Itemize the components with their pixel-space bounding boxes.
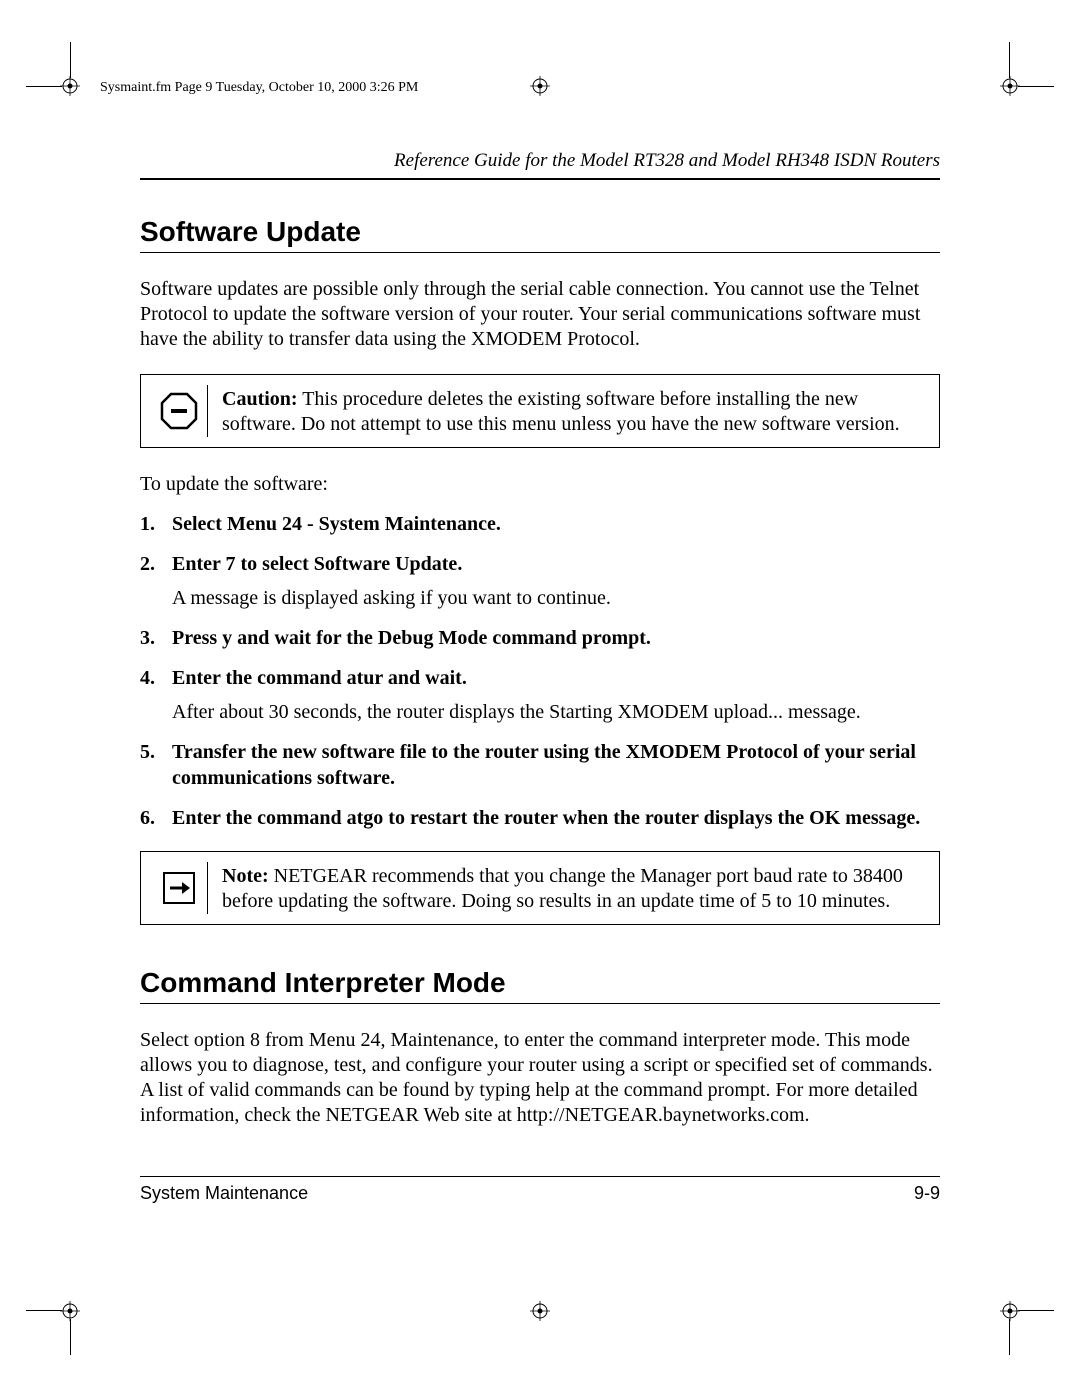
- step-text: Press y and wait for the Debug Mode comm…: [172, 627, 651, 649]
- intro-paragraph: Software updates are possible only throu…: [140, 277, 940, 352]
- section-rule: [140, 1003, 940, 1004]
- note-box: Note: NETGEAR recommends that you change…: [140, 851, 940, 925]
- step-item: Press y and wait for the Debug Mode comm…: [140, 625, 940, 651]
- crop-mark-icon: [60, 1301, 80, 1321]
- lead-in-text: To update the software:: [140, 472, 940, 497]
- section-heading-software-update: Software Update: [140, 216, 940, 248]
- footer-page-number: 9-9: [914, 1183, 940, 1204]
- page-content: Reference Guide for the Model RT328 and …: [140, 150, 940, 1204]
- header-rule: [140, 178, 940, 180]
- crop-mark-icon: [1000, 1301, 1020, 1321]
- caution-text: Caution: This procedure deletes the exis…: [222, 385, 925, 437]
- crop-line: [1009, 42, 1010, 78]
- step-subtext: After about 30 seconds, the router displ…: [172, 699, 940, 725]
- running-head: Reference Guide for the Model RT328 and …: [140, 150, 940, 172]
- page: Sysmaint.fm Page 9 Tuesday, October 10, …: [0, 0, 1080, 1397]
- crop-line: [1009, 1319, 1010, 1355]
- step-item: Select Menu 24 - System Maintenance.: [140, 511, 940, 537]
- note-label: Note:: [222, 865, 269, 887]
- section-rule: [140, 252, 940, 253]
- section-heading-command-interpreter: Command Interpreter Mode: [140, 967, 940, 999]
- steps-list: Select Menu 24 - System Maintenance. Ent…: [140, 511, 940, 831]
- section2-paragraph: Select option 8 from Menu 24, Maintenanc…: [140, 1028, 940, 1128]
- caution-body: This procedure deletes the existing soft…: [222, 388, 900, 435]
- step-item: Enter 7 to select Software Update. A mes…: [140, 551, 940, 611]
- crop-mark-icon: [60, 76, 80, 96]
- crop-line: [26, 86, 62, 87]
- note-body: NETGEAR recommends that you change the M…: [222, 865, 903, 912]
- footer-chapter-title: System Maintenance: [140, 1183, 308, 1204]
- note-icon: [151, 862, 208, 914]
- step-text: Select Menu 24 - System Maintenance.: [172, 513, 501, 535]
- step-item: Enter the command atur and wait. After a…: [140, 665, 940, 725]
- crop-mark-icon: [530, 1301, 550, 1321]
- crop-line: [26, 1310, 62, 1311]
- step-text: Enter the command atgo to restart the ro…: [172, 807, 920, 829]
- step-item: Enter the command atgo to restart the ro…: [140, 805, 940, 831]
- caution-box: Caution: This procedure deletes the exis…: [140, 374, 940, 448]
- step-text: Enter the command atur and wait.: [172, 667, 467, 689]
- step-text: Transfer the new software file to the ro…: [172, 741, 916, 789]
- step-text: Enter 7 to select Software Update.: [172, 553, 462, 575]
- page-footer: System Maintenance 9-9: [140, 1176, 940, 1204]
- step-item: Transfer the new software file to the ro…: [140, 739, 940, 791]
- note-text: Note: NETGEAR recommends that you change…: [222, 862, 925, 914]
- footer-rule: [140, 1176, 940, 1177]
- crop-line: [1018, 86, 1054, 87]
- crop-line: [70, 42, 71, 78]
- caution-icon: [151, 385, 208, 437]
- crop-line: [1018, 1310, 1054, 1311]
- crop-mark-icon: [1000, 76, 1020, 96]
- crop-mark-icon: [530, 76, 550, 96]
- step-subtext: A message is displayed asking if you wan…: [172, 585, 940, 611]
- crop-line: [70, 1319, 71, 1355]
- framemaker-header: Sysmaint.fm Page 9 Tuesday, October 10, …: [100, 80, 418, 96]
- caution-label: Caution:: [222, 388, 298, 410]
